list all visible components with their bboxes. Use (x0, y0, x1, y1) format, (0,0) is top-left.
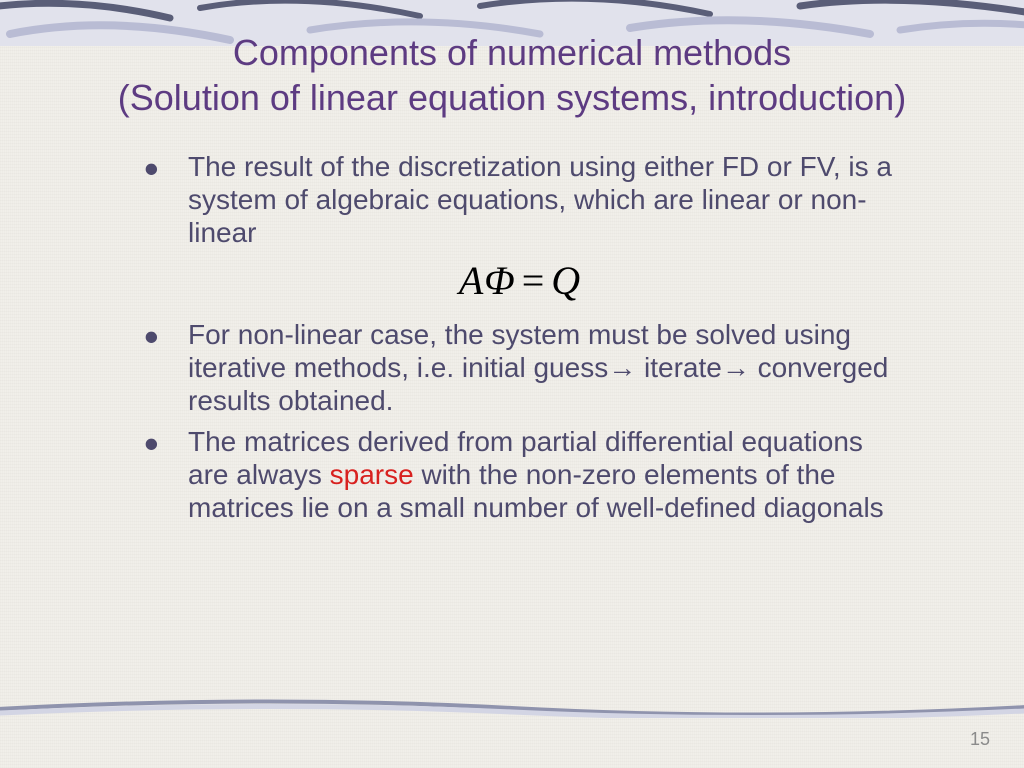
bottom-decoration (0, 698, 1024, 718)
title-line-2: (Solution of linear equation systems, in… (0, 75, 1024, 120)
arrow-icon: → (608, 352, 636, 383)
bullet-3-highlight: sparse (330, 459, 414, 490)
bullet-1-text: The result of the discretization using e… (188, 151, 892, 248)
arrow-icon: → (722, 352, 750, 383)
eq-Q: Q (551, 258, 581, 303)
slide-body: The result of the discretization using e… (140, 150, 900, 532)
page-number: 15 (970, 729, 990, 750)
title-line-1: Components of numerical methods (0, 30, 1024, 75)
eq-equals: = (516, 258, 552, 303)
bullet-2: For non-linear case, the system must be … (140, 318, 900, 417)
eq-Phi: Φ (484, 258, 515, 303)
equation-a-phi-q: AΦ=Q (140, 257, 900, 304)
bullet-3: The matrices derived from partial differ… (140, 425, 900, 524)
slide-title: Components of numerical methods (Solutio… (0, 30, 1024, 120)
bullet-2-mid: iterate (636, 352, 722, 383)
bullet-1: The result of the discretization using e… (140, 150, 900, 249)
eq-A: A (459, 258, 484, 303)
